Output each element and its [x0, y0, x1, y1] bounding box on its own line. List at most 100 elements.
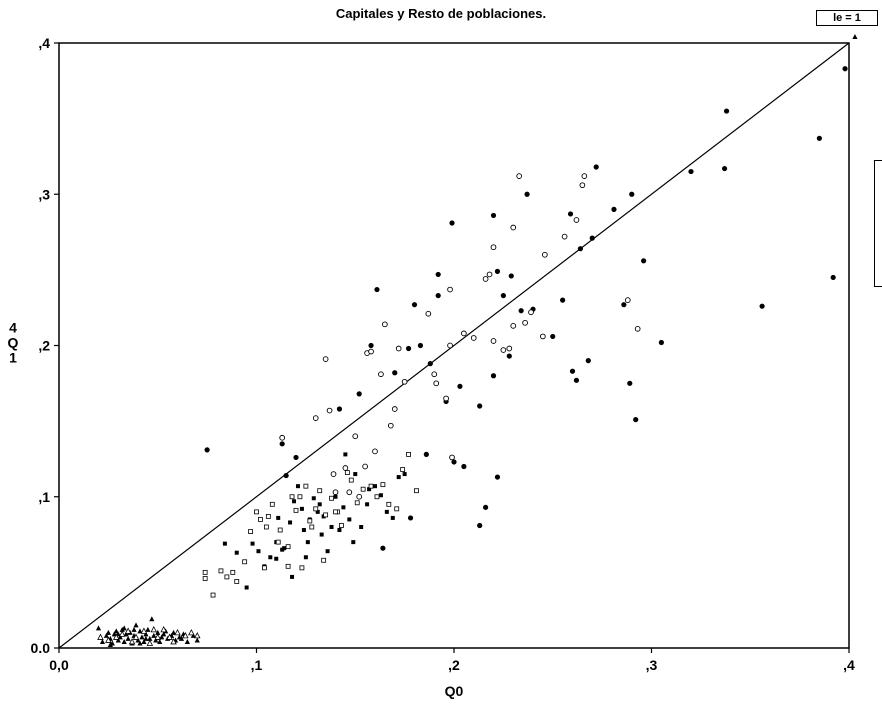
data-point-open-circle: [279, 434, 286, 441]
data-point-open-triangle: [160, 625, 167, 633]
data-point-filled-triangle: [103, 632, 109, 638]
data-point-filled-triangle: [161, 631, 167, 637]
data-point-open-square: [307, 518, 313, 524]
data-point-open-triangle: [150, 625, 158, 633]
data-point-open-circle: [443, 395, 449, 402]
data-point-open-square: [374, 494, 380, 500]
data-point-filled-circle: [629, 191, 635, 197]
data-point-filled-triangle: [145, 626, 151, 632]
x-tick-label: ,4: [843, 657, 855, 673]
data-point-open-circle: [506, 345, 513, 352]
data-point-filled-circle: [380, 545, 386, 551]
data-point-filled-square: [347, 517, 352, 522]
data-point-filled-circle: [830, 274, 836, 281]
data-point-filled-triangle: [123, 631, 129, 637]
data-point-filled-circle: [490, 373, 497, 379]
data-point-filled-circle: [407, 515, 414, 521]
data-point-filled-circle: [500, 292, 506, 299]
data-point-filled-square: [353, 472, 358, 477]
data-point-filled-square: [288, 520, 293, 525]
data-point-filled-square: [268, 555, 273, 560]
chart-title: Capitales y Resto de poblaciones.: [335, 6, 547, 21]
data-point-open-square: [202, 576, 208, 581]
data-point-filled-square: [315, 509, 320, 514]
data-point-open-triangle: [105, 636, 112, 643]
reference-line: [58, 42, 850, 649]
data-point-filled-triangle: [131, 626, 137, 632]
data-point-filled-square: [299, 506, 304, 511]
data-point-open-circle: [486, 271, 493, 278]
data-point-filled-triangle: [137, 640, 143, 646]
data-point-filled-triangle: [155, 629, 161, 635]
data-point-open-square: [248, 529, 253, 534]
data-point-filled-square: [311, 496, 316, 501]
data-point-filled-square: [367, 487, 372, 492]
data-point-filled-triangle: [125, 635, 131, 641]
data-point-open-square: [277, 527, 283, 533]
data-point-filled-circle: [524, 191, 530, 197]
data-point-open-circle: [624, 297, 631, 303]
data-point-open-square: [242, 559, 248, 565]
data-point-filled-circle: [759, 303, 765, 309]
data-point-filled-square: [337, 528, 342, 533]
data-point-filled-square: [351, 540, 356, 545]
data-point-filled-circle: [518, 308, 524, 314]
data-point-filled-triangle: [153, 637, 159, 643]
legend-box: [874, 160, 882, 287]
data-point-open-square: [289, 494, 295, 500]
y-tick-label: ,2: [38, 338, 50, 354]
data-point-open-circle: [470, 335, 477, 341]
data-point-filled-square: [274, 556, 279, 561]
data-point-filled-square: [276, 515, 281, 520]
data-point-filled-circle: [577, 246, 584, 252]
data-point-filled-square: [378, 493, 383, 498]
data-point-filled-square: [402, 472, 407, 477]
data-point-open-square: [360, 486, 366, 492]
data-point-filled-square: [222, 541, 227, 546]
data-point-filled-circle: [283, 472, 289, 479]
x-axis-label: Q0: [445, 683, 464, 699]
data-point-open-circle: [510, 322, 517, 329]
data-point-open-circle: [482, 276, 489, 282]
data-point-open-circle: [581, 173, 588, 179]
data-point-filled-circle: [506, 353, 512, 359]
data-point-filled-circle: [633, 417, 639, 423]
data-point-filled-circle: [461, 463, 467, 470]
data-point-filled-circle: [451, 459, 457, 465]
data-point-open-square: [234, 579, 240, 584]
data-point-filled-triangle: [99, 638, 106, 644]
data-point-filled-square: [333, 494, 338, 499]
x-tick-label: ,3: [646, 657, 658, 673]
data-point-filled-triangle: [190, 632, 196, 638]
data-point-open-circle: [346, 489, 353, 496]
data-point-filled-triangle: [107, 641, 113, 647]
data-point-open-circle: [368, 348, 374, 355]
data-point-filled-square: [329, 525, 334, 529]
data-point-filled-square: [301, 528, 306, 533]
data-point-open-circle: [431, 371, 438, 378]
data-point-filled-circle: [368, 342, 374, 349]
data-point-filled-circle: [477, 403, 483, 409]
data-point-filled-circle: [560, 297, 566, 303]
data-point-filled-circle: [483, 504, 489, 510]
data-point-filled-triangle: [151, 632, 157, 638]
data-point-filled-triangle: [121, 625, 127, 631]
data-point-filled-square: [250, 541, 255, 546]
data-point-filled-circle: [816, 135, 822, 141]
data-point-open-circle: [579, 182, 586, 189]
data-point-open-square: [386, 501, 392, 507]
x-tick-label: ,2: [448, 657, 460, 673]
data-point-filled-square: [341, 505, 346, 510]
data-point-filled-square: [305, 540, 310, 545]
data-point-open-square: [303, 483, 309, 489]
data-point-filled-triangle: [105, 629, 111, 635]
data-point-filled-square: [303, 555, 308, 560]
data-point-open-circle: [391, 406, 398, 412]
data-point-filled-square: [373, 484, 377, 489]
data-point-filled-square: [359, 525, 364, 529]
data-point-filled-square: [384, 509, 389, 514]
data-point-filled-triangle: [143, 635, 149, 641]
data-point-open-triangle: [146, 639, 154, 646]
data-point-filled-triangle: [117, 634, 123, 640]
data-point-open-circle: [372, 448, 378, 455]
